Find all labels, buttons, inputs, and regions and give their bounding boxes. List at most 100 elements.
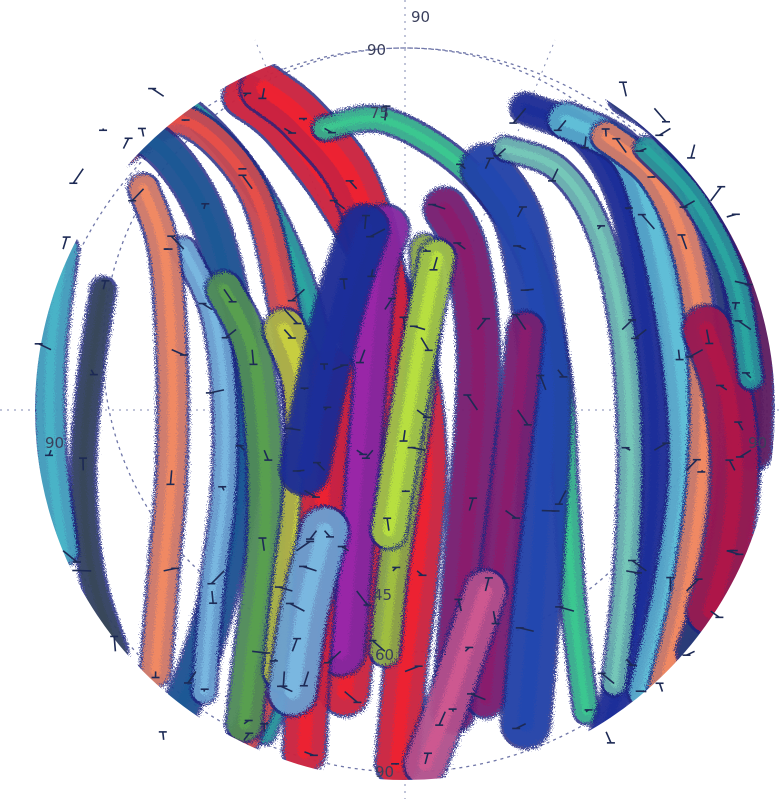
radial-tick-45: 45 — [373, 586, 392, 604]
whisker-12-3 — [261, 537, 266, 551]
whisker-23-3 — [303, 671, 310, 687]
whisker-29-1 — [289, 602, 305, 612]
whisker-4-0 — [261, 88, 266, 99]
whisker-28-3 — [424, 753, 429, 765]
whisker-10-4 — [211, 590, 214, 604]
whisker-27-3 — [492, 610, 497, 624]
whisker-10-0 — [170, 235, 185, 250]
whisker-2-5 — [210, 570, 225, 585]
whisker-9-2 — [359, 349, 366, 363]
whisker-0-1 — [151, 87, 165, 97]
whisker-18-3 — [738, 320, 752, 331]
track-core-22 — [383, 251, 443, 537]
whisker-19-0 — [705, 329, 711, 344]
whisker-6-3 — [634, 328, 647, 339]
whisker-14-1 — [516, 206, 524, 218]
whisker-14-3 — [539, 375, 547, 391]
track-core-26 — [44, 244, 68, 556]
whisker-2-1 — [141, 128, 145, 137]
whisker-16-2 — [680, 234, 688, 250]
whisker-5-5 — [558, 490, 567, 505]
whisker-21-2 — [416, 409, 428, 418]
whisker-16-3 — [689, 348, 704, 358]
whisker-17-2 — [710, 186, 722, 202]
whisker-7-3 — [677, 349, 681, 360]
whisker-20-1 — [683, 200, 695, 208]
whisker-15-6 — [601, 672, 615, 685]
whisker-8-3 — [466, 394, 479, 411]
whisker-0-5 — [309, 530, 318, 540]
whisker-8-4 — [468, 497, 474, 511]
whisker-3-2 — [333, 199, 346, 210]
whisker-4-6 — [344, 690, 358, 703]
whisker-7-0 — [557, 119, 567, 131]
whisker-2-3 — [225, 328, 237, 339]
whisker-28-0 — [484, 577, 490, 592]
whisker-22-0 — [432, 256, 438, 271]
whisker-7-4 — [685, 459, 698, 471]
whisker-15-0 — [497, 147, 507, 157]
whisker-6-1 — [583, 136, 587, 148]
whisker-22-1 — [420, 337, 430, 351]
whisker-12-0 — [223, 288, 234, 303]
whisker-17-4 — [737, 421, 744, 431]
whisker-26-3 — [62, 550, 78, 563]
edge-label-top: 90 — [411, 8, 430, 26]
whisker-10-1 — [202, 302, 213, 311]
whisker-9-0 — [369, 228, 386, 238]
whisker-9-1 — [370, 269, 374, 277]
whisker-7-2 — [641, 214, 655, 230]
whisker-6-6 — [625, 658, 633, 666]
whisker-12-1 — [251, 349, 255, 365]
track-core-20 — [642, 144, 755, 382]
whisker-1-0 — [122, 137, 130, 149]
edge-label-right: 90 — [748, 434, 767, 452]
whisker-21-5 — [371, 639, 386, 652]
whisker-11-3 — [169, 470, 173, 485]
whisker-13-0 — [283, 329, 293, 339]
track-core-28 — [418, 584, 493, 771]
whisker-29-0 — [323, 530, 331, 538]
whisker-6-5 — [631, 559, 647, 572]
whisker-1-2 — [241, 174, 253, 190]
whisker-14-0 — [484, 157, 491, 170]
whisker-15-3 — [621, 319, 633, 331]
whisker-6-0 — [512, 107, 527, 124]
chart-labels: 90 75 60 45 90 90 90 90 — [45, 8, 767, 781]
track-core-15 — [501, 144, 634, 688]
whisker-1-5 — [295, 540, 311, 552]
whisker-5-4 — [557, 369, 565, 378]
whisker-11-0 — [131, 188, 145, 202]
whisker-24-2 — [323, 363, 326, 370]
whisker-2-0 — [72, 168, 84, 184]
radial-tick-75: 75 — [370, 104, 389, 122]
whisker-6-7 — [605, 731, 612, 744]
chart-whiskers — [34, 81, 753, 765]
whisker-16-5 — [685, 578, 700, 592]
whisker-4-2 — [349, 180, 358, 190]
whisker-16-6 — [658, 682, 664, 692]
whisker-27-2 — [505, 509, 517, 519]
whisker-20-3 — [745, 372, 752, 379]
whisker-24-0 — [363, 215, 367, 230]
whisker-18-0 — [653, 107, 667, 123]
whisker-5-1 — [384, 106, 388, 121]
whisker-6-4 — [653, 442, 667, 451]
chart-tracks — [35, 62, 775, 780]
radial-tick-90: 90 — [367, 41, 386, 59]
whisker-19-2 — [728, 459, 736, 471]
whisker-18-1 — [690, 144, 696, 159]
whisker-1-7 — [243, 732, 250, 741]
whisker-2-6 — [187, 670, 197, 684]
whisker-4-3 — [384, 297, 393, 310]
whisker-2-7 — [161, 731, 165, 740]
whisker-17-3 — [734, 302, 737, 310]
radial-tick-60: 60 — [375, 646, 394, 664]
track-core-24 — [296, 221, 373, 478]
whisker-4-4 — [365, 449, 374, 459]
whisker-8-2 — [476, 318, 487, 331]
whisker-22-2 — [402, 430, 406, 442]
whisker-27-4 — [470, 693, 486, 701]
whisker-11-2 — [171, 348, 185, 356]
